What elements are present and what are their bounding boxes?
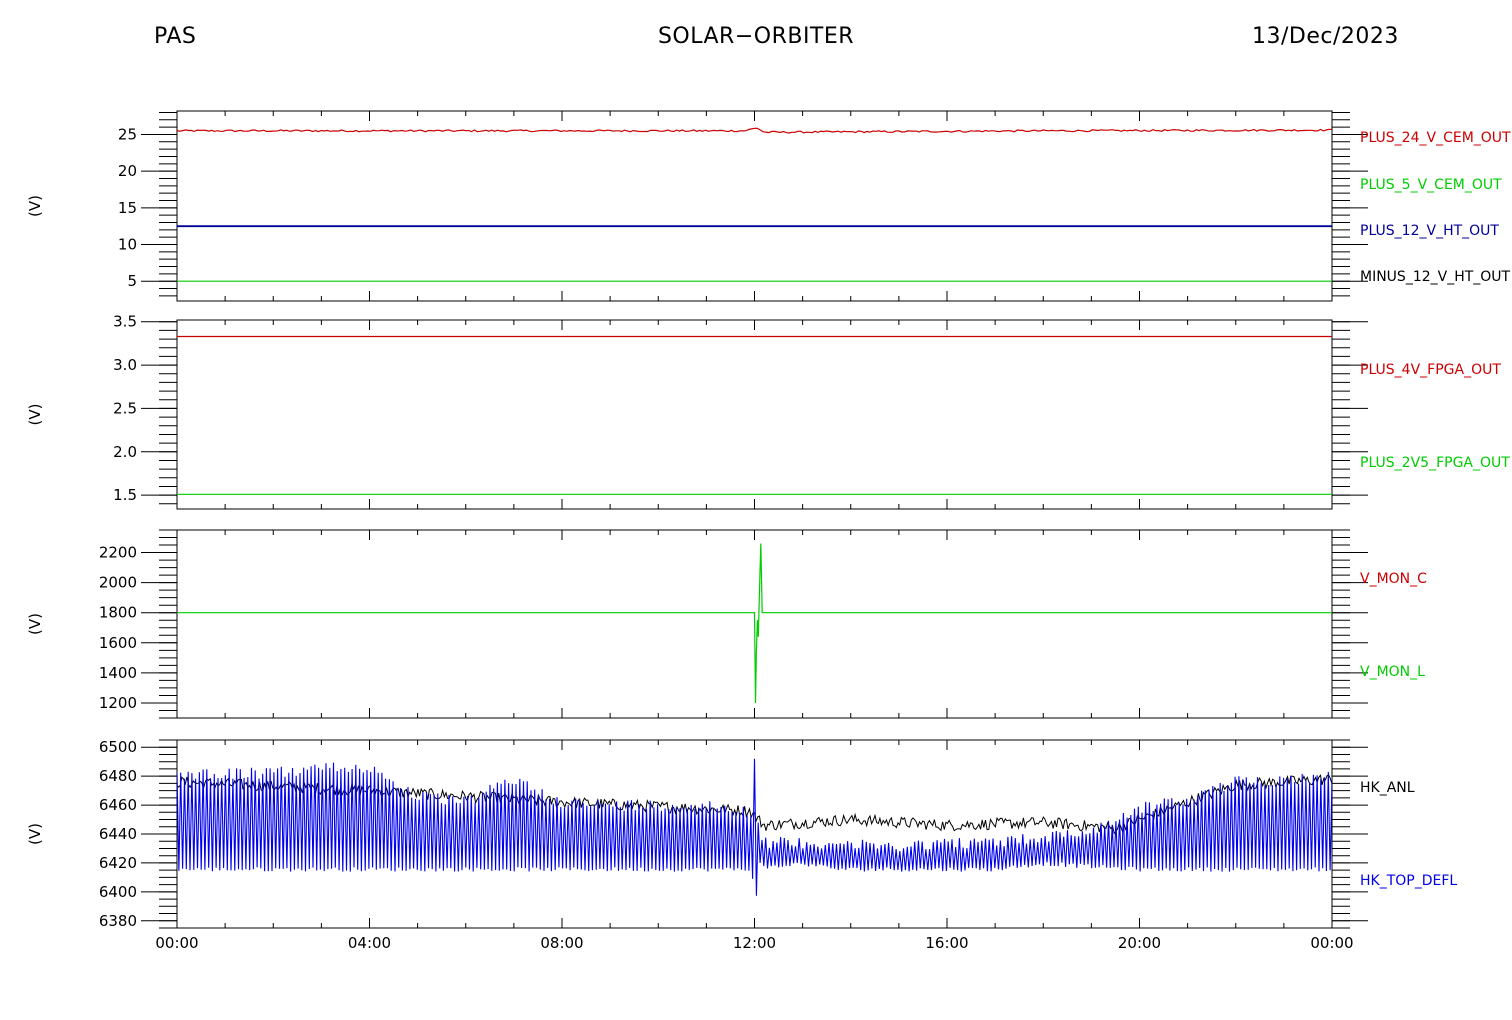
y-tick-label: 3.5	[113, 313, 137, 331]
date-label: 13/Dec/2023	[1252, 24, 1399, 49]
x-tick-label: 00:00	[155, 934, 198, 952]
y-tick-label: 6420	[99, 854, 137, 872]
legend-label: PLUS_12_V_HT_OUT	[1360, 223, 1499, 239]
series-line	[177, 758, 1332, 896]
series-line	[177, 543, 1332, 704]
legend-label: V_MON_L	[1360, 664, 1425, 680]
y-tick-label: 3.0	[113, 356, 137, 374]
x-tick-label: 12:00	[733, 934, 776, 952]
series-plus_24_v_cem_out	[177, 127, 1332, 134]
x-tick-label: 08:00	[540, 934, 583, 952]
y-tick-label: 6380	[99, 912, 137, 930]
series-v_mon_l	[177, 543, 1332, 704]
series-hk_anl	[177, 774, 1332, 835]
legend-label: HK_ANL	[1360, 780, 1415, 796]
legend-label: HK_TOP_DEFL	[1360, 873, 1457, 889]
y-axis-label: (V)	[26, 195, 44, 217]
y-tick-label: 10	[118, 236, 137, 254]
y-tick-label: 6460	[99, 796, 137, 814]
y-tick-label: 1200	[99, 694, 137, 712]
instrument-label: PAS	[154, 24, 197, 49]
plot-frame	[176, 319, 1333, 510]
series-line	[177, 127, 1332, 134]
legend-label: PLUS_5_V_CEM_OUT	[1360, 177, 1502, 193]
panel-3: 1200 1400 1600 1800 2000 2200 (V) V_MON_C V_MON_…	[26, 529, 1427, 719]
y-tick-label: 6440	[99, 825, 137, 843]
legend-label: PLUS_2V5_FPGA_OUT	[1360, 455, 1510, 471]
y-tick-label: 20	[118, 162, 137, 180]
legend-label: PLUS_24_V_CEM_OUT	[1360, 130, 1511, 146]
y-tick-label: 15	[118, 199, 137, 217]
series-line	[177, 774, 1332, 835]
x-tick-label: 16:00	[925, 934, 968, 952]
y-tick-label: 6500	[99, 738, 137, 756]
panel-4: 6380 6400 6420 6440 6460 6480 6500 (V) HK_ANL HK_…	[26, 738, 1457, 930]
y-tick-label: 5	[127, 272, 137, 290]
y-tick-label: 2.5	[113, 399, 137, 417]
y-tick-label: 2000	[99, 574, 137, 592]
legend-label: V_MON_C	[1360, 571, 1427, 587]
series-hk_top_defl	[177, 758, 1332, 896]
legend-label: PLUS_4V_FPGA_OUT	[1360, 362, 1501, 378]
x-tick-label: 20:00	[1118, 934, 1161, 952]
panel-2: 1.5 2.0 2.5 3.0 3.5 (V) PLUS_4V_FPGA_OUT PLUS_2…	[26, 313, 1510, 510]
y-tick-label: 1800	[99, 604, 137, 622]
y-axis-label: (V)	[26, 404, 44, 426]
x-tick-label: 04:00	[348, 934, 391, 952]
x-tick-label: 00:00	[1310, 934, 1353, 952]
y-tick-label: 1.5	[113, 486, 137, 504]
mission-title: SOLAR−ORBITER	[657, 24, 855, 49]
y-tick-label: 6480	[99, 767, 137, 785]
y-tick-label: 1600	[99, 634, 137, 652]
y-tick-label: 1400	[99, 664, 137, 682]
y-tick-label: 6400	[99, 883, 137, 901]
panel-1: 5 10 15 20 25 (V) PLUS_24_V_CEM_OUT PLUS_5_V_CE…	[26, 110, 1511, 302]
y-axis-label: (V)	[26, 823, 44, 845]
y-tick-label: 2200	[99, 544, 137, 562]
plot-frame	[176, 110, 1333, 302]
y-tick-label: 25	[118, 125, 137, 143]
legend-label: MINUS_12_V_HT_OUT	[1360, 269, 1511, 285]
y-tick-label: 2.0	[113, 443, 137, 461]
y-axis-label: (V)	[26, 613, 44, 635]
